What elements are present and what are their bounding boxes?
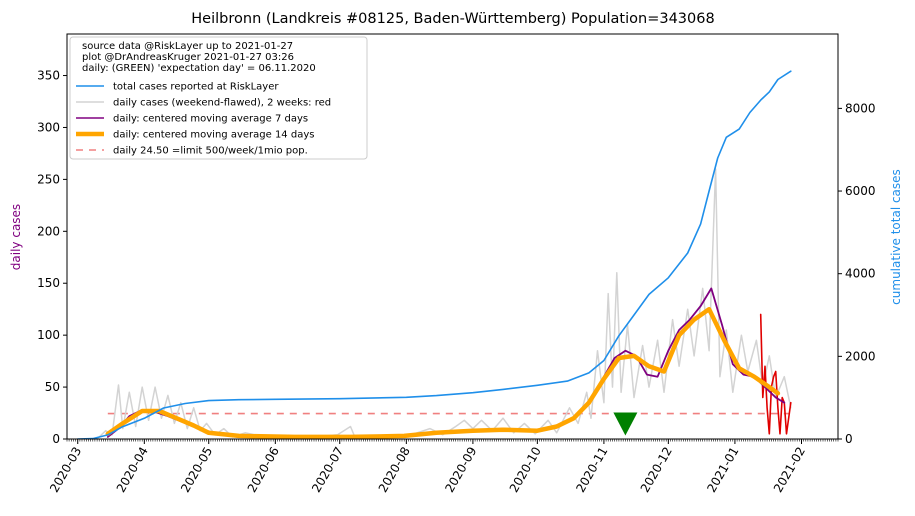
- x-tick-label-7: 2020-10: [507, 445, 544, 495]
- x-tick-label-4: 2020-07: [309, 445, 346, 495]
- y-tick-label-right-2: 4000: [845, 267, 876, 281]
- y-tick-label-left-7: 350: [37, 69, 60, 83]
- legend-label-4: daily 24.50 =limit 500/week/1mio pop.: [113, 146, 308, 157]
- x-tick-label-1: 2020-04: [114, 445, 151, 495]
- x-tick-label-6: 2020-09: [442, 445, 479, 495]
- legend-label-0: total cases reported at RiskLayer: [113, 82, 279, 93]
- y-tick-label-left-0: 0: [52, 432, 60, 446]
- chart-title: Heilbronn (Landkreis #08125, Baden-Württ…: [191, 11, 714, 27]
- y-tick-label-left-6: 300: [37, 120, 60, 134]
- series-line-2: [759, 313, 792, 435]
- legend-info-2: daily: (GREEN) 'expectation day' = 06.11…: [82, 63, 316, 74]
- x-tick-label-9: 2020-12: [638, 445, 675, 495]
- legend-label-3: daily: centered moving average 14 days: [113, 130, 314, 141]
- plot-area: [76, 70, 792, 439]
- legend: source data @RiskLayer up to 2021-01-27p…: [69, 36, 368, 160]
- x-tick-label-2: 2020-05: [178, 445, 215, 495]
- legend-info-1: plot @DrAndreasKruger 2021-01-27 03:26: [82, 52, 294, 63]
- y-tick-label-left-4: 200: [37, 224, 60, 238]
- y-tick-label-right-0: 0: [845, 432, 853, 446]
- x-tick-label-8: 2020-11: [573, 445, 610, 495]
- y-axis-label-right: cumulative total cases: [889, 169, 903, 305]
- legend-label-1: daily cases (weekend-flawed), 2 weeks: r…: [113, 98, 331, 109]
- plot-frame: [66, 33, 839, 440]
- legend-label-2: daily: centered moving average 7 days: [113, 114, 308, 125]
- legend-info-0: source data @RiskLayer up to 2021-01-27: [82, 41, 293, 52]
- x-tick-label-10: 2021-01: [704, 445, 741, 495]
- y-tick-label-right-4: 8000: [845, 101, 876, 115]
- y-tick-label-left-1: 50: [45, 380, 60, 394]
- y-tick-label-left-5: 250: [37, 172, 60, 186]
- series-line-3: [106, 287, 786, 438]
- x-tick-label-0: 2020-03: [47, 445, 84, 495]
- y-tick-label-right-3: 6000: [845, 184, 876, 198]
- x-tick-label-3: 2020-06: [245, 445, 282, 495]
- expectation-marker: [613, 412, 638, 436]
- x-tick-label-11: 2021-02: [771, 445, 808, 495]
- series-line-4: [105, 306, 781, 439]
- series-line-1: [96, 168, 792, 439]
- y-tick-label-right-1: 2000: [845, 349, 876, 363]
- y-tick-label-left-2: 100: [37, 328, 60, 342]
- x-tick-label-5: 2020-08: [376, 445, 413, 495]
- y-axis-label-left: daily cases: [9, 204, 23, 270]
- legend-box: [69, 36, 368, 160]
- series-line-0: [76, 70, 792, 439]
- y-tick-label-left-3: 150: [37, 276, 60, 290]
